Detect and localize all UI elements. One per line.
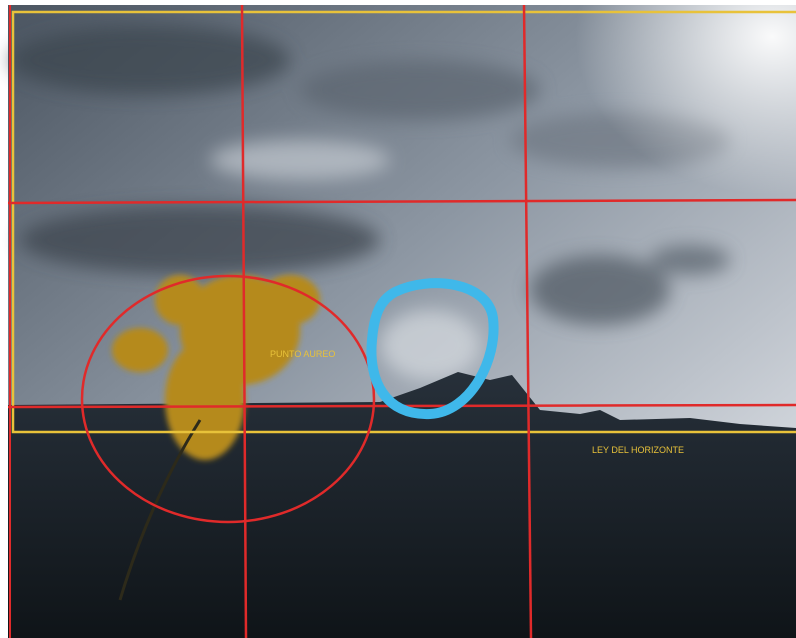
golden-point-label: PUNTO AUREO xyxy=(270,349,335,359)
horizon-label: LEY DEL HORIZONTE xyxy=(592,445,684,455)
photo xyxy=(8,5,796,638)
annotated-photo: PUNTO AUREO LEY DEL HORIZONTE xyxy=(0,0,796,638)
page: {"labels": {"golden_point": "PUNTO AUREO… xyxy=(0,0,796,638)
